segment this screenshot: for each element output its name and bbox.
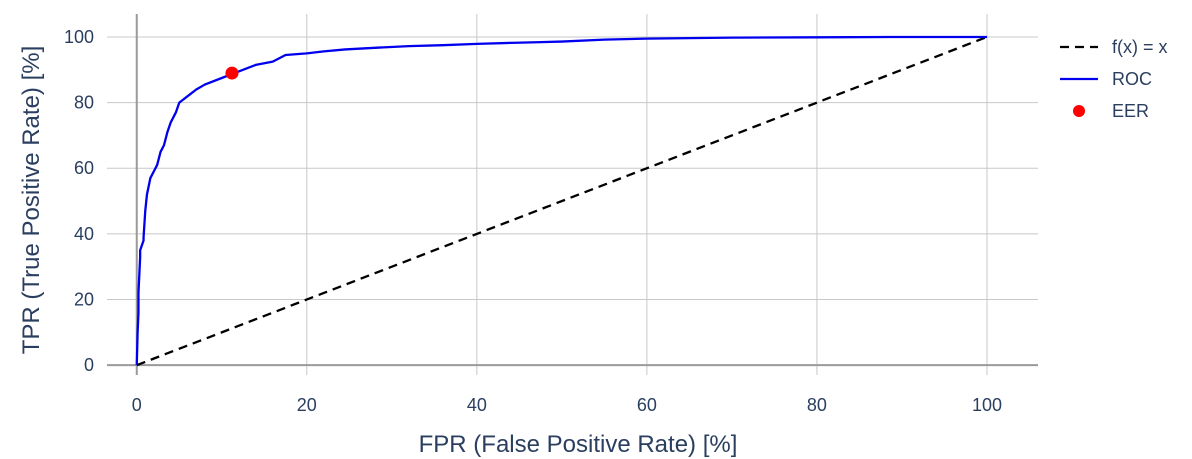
- zero-lines: [107, 14, 1038, 375]
- x-tick-label: 60: [637, 395, 657, 415]
- legend-item: f(x) = x: [1060, 37, 1168, 57]
- y-tick-label: 80: [74, 93, 94, 113]
- y-axis-title: TPR (True Positive Rate) [%]: [18, 46, 45, 355]
- y-tick-label: 20: [74, 290, 94, 310]
- legend-marker: [1073, 105, 1085, 117]
- eer-point: [225, 66, 239, 80]
- x-tick-label: 0: [132, 395, 142, 415]
- x-tick-labels: 0 20 40 60 80 100: [132, 395, 1002, 415]
- legend-item: EER: [1073, 101, 1149, 121]
- legend-item: ROC: [1060, 69, 1152, 89]
- series-layer: [135, 35, 988, 367]
- x-axis-title: FPR (False Positive Rate) [%]: [419, 431, 738, 458]
- legend-label: EER: [1112, 101, 1149, 121]
- y-tick-label: 40: [74, 224, 94, 244]
- roc-curve: [135, 35, 987, 366]
- x-tick-label: 100: [972, 395, 1002, 415]
- y-tick-labels: 0 20 40 60 80 100: [64, 27, 94, 375]
- diagonal-reference-line: [136, 35, 988, 367]
- y-tick-label: 0: [84, 355, 94, 375]
- x-tick-label: 40: [467, 395, 487, 415]
- x-tick-label: 20: [297, 395, 317, 415]
- legend-label: f(x) = x: [1112, 37, 1168, 57]
- legend: f(x) = x ROC EER: [1060, 37, 1168, 121]
- y-tick-label: 60: [74, 158, 94, 178]
- x-tick-label: 80: [807, 395, 827, 415]
- y-tick-label: 100: [64, 27, 94, 47]
- legend-label: ROC: [1112, 69, 1152, 89]
